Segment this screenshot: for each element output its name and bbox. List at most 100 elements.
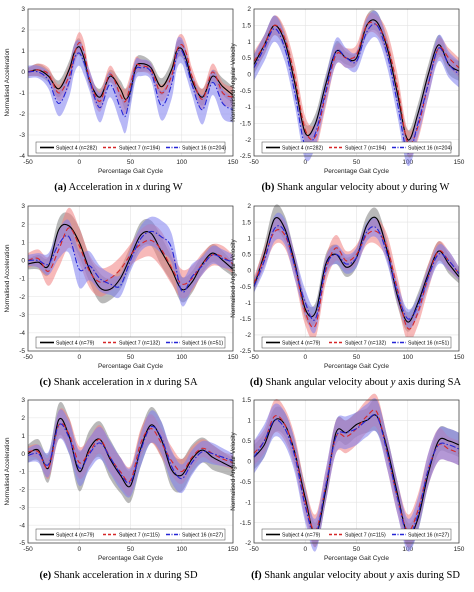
y-tick-label: 1 <box>21 433 25 440</box>
legend-label-1: Subject 4 (n=79) <box>282 532 320 538</box>
x-tick-label: 0 <box>303 354 307 361</box>
y-tick-label: 2 <box>247 203 251 210</box>
confidence-band-3 <box>254 398 459 552</box>
legend-label-3: Subject 16 (n=51) <box>182 340 223 346</box>
confidence-band-2 <box>254 12 459 158</box>
legend-box <box>261 528 452 541</box>
y-tick-label: 2 <box>21 415 25 422</box>
x-tick-label: -50 <box>249 354 259 361</box>
x-tick-label: 100 <box>176 546 187 553</box>
legend: Subject 4 (n=79) Subject 7 (n=132) Subject… <box>261 336 452 349</box>
caption-label: (a) <box>54 182 67 193</box>
legend-label-1: Subject 4 (n=79) <box>56 532 94 538</box>
y-tick-label: -2 <box>19 294 25 301</box>
caption-text: Shank angular velocity about <box>274 182 403 193</box>
series-line-3 <box>27 423 234 484</box>
chart-panel-5: -50 0 50 100 150 -5 -4 -3 -2 -1 0 1 2 3 Percentage Gai… <box>4 397 239 562</box>
y-tick-label: 0 <box>247 72 251 79</box>
legend: Subject 4 (n=282) Subject 7 (n=194) Subjec… <box>261 141 452 154</box>
caption-d: (d) Shank angular velocity about y axis … <box>237 377 474 388</box>
caption-text: during W <box>140 182 183 193</box>
y-tick-label: 1 <box>21 48 25 55</box>
legend-box <box>35 141 226 154</box>
x-tick-label: 100 <box>176 354 187 361</box>
y-tick-label: 0 <box>21 69 25 76</box>
x-tick-label: 50 <box>127 159 135 166</box>
x-axis-label: Percentage Gait Cycle <box>98 555 163 562</box>
caption-text: Acceleration in <box>66 182 136 193</box>
legend-label-2: Subject 7 (n=194) <box>119 145 160 151</box>
caption-text: Shank acceleration in <box>51 377 147 388</box>
y-tick-label: 3 <box>21 203 25 210</box>
caption-math: x <box>146 570 152 581</box>
series-line-2 <box>27 422 234 483</box>
y-tick-label: 0.5 <box>242 438 251 445</box>
y-tick-label: -1.5 <box>240 520 252 527</box>
y-tick-label: -2 <box>245 540 251 547</box>
confidence-band-3 <box>28 216 233 307</box>
y-tick-label: -1 <box>245 300 251 307</box>
x-axis-label: Percentage Gait Cycle <box>324 555 389 562</box>
caption-text: during SA <box>151 377 198 388</box>
axes-frame <box>253 399 460 544</box>
caption-math: y <box>402 182 408 193</box>
x-tick-label: 150 <box>454 546 465 553</box>
x-tick-label: 150 <box>454 354 465 361</box>
y-tick-label: 1.5 <box>242 397 251 404</box>
caption-b: (b) Shank angular velocity about y durin… <box>237 182 474 193</box>
y-axis-label: Normalised Angular Velocity <box>230 42 237 121</box>
y-tick-label: 0 <box>21 451 25 458</box>
legend-label-1: Subject 4 (n=79) <box>56 340 94 346</box>
series-line-3 <box>27 230 234 293</box>
series-line-3 <box>253 23 460 154</box>
x-tick-label: 100 <box>176 159 187 166</box>
axes-frame <box>253 205 460 352</box>
y-axis-label: Normalised Acceleration <box>4 437 11 505</box>
series-line-3 <box>253 413 460 536</box>
x-tick-label: 150 <box>228 546 239 553</box>
y-tick-label: -3 <box>19 312 25 319</box>
y-tick-label: -2.5 <box>240 348 252 355</box>
caption-label: (e) <box>39 570 52 581</box>
legend-label-2: Subject 7 (n=132) <box>119 340 160 346</box>
legend-label-2: Subject 7 (n=115) <box>345 532 386 538</box>
y-tick-label: -1.5 <box>240 316 252 323</box>
y-tick-label: -2 <box>19 111 25 118</box>
series-line-2 <box>27 42 234 103</box>
y-tick-label: 0 <box>247 268 251 275</box>
legend-box <box>35 528 226 541</box>
caption-math: y <box>390 377 396 388</box>
y-tick-label: 1 <box>21 239 25 246</box>
y-tick-label: -2 <box>245 137 251 144</box>
legend: Subject 4 (n=282) Subject 7 (n=194) Subjec… <box>35 141 226 154</box>
confidence-band-3 <box>254 10 459 167</box>
y-axis-label: Normalised Angular Velocity <box>230 238 237 317</box>
chart-panel-4: -50 0 50 100 150-2.5-2-1.5-1-0.500.511.52Per… <box>230 203 465 370</box>
caption-math: x <box>146 377 152 388</box>
caption-text: during SD <box>151 570 198 581</box>
chart-panel-1: -50 0 50 100 150 -4 -3 -2 -1 0 1 2 3 Percentage Gait … <box>4 6 239 175</box>
y-tick-label: -2.5 <box>240 153 252 160</box>
x-tick-label: 50 <box>127 354 135 361</box>
axes-frame <box>27 205 234 352</box>
y-tick-label: -5 <box>19 348 25 355</box>
legend-label-2: Subject 7 (n=132) <box>345 340 386 346</box>
series-line-3 <box>27 49 234 118</box>
legend: Subject 4 (n=79) Subject 7 (n=132) Subject… <box>35 336 226 349</box>
y-axis-label: Normalised Acceleration <box>4 244 11 312</box>
x-tick-label: 50 <box>127 546 135 553</box>
legend-label-2: Subject 7 (n=115) <box>119 532 160 538</box>
series-line-1 <box>27 417 234 488</box>
y-tick-label: -2 <box>245 332 251 339</box>
y-tick-label: 2 <box>247 6 251 13</box>
y-tick-label: 2 <box>21 27 25 34</box>
x-tick-label: 50 <box>353 546 361 553</box>
caption-a: (a) Acceleration in x during W <box>0 182 237 193</box>
x-tick-label: 50 <box>353 354 361 361</box>
y-tick-label: 0 <box>21 258 25 265</box>
y-tick-label: -1 <box>19 276 25 283</box>
legend: Subject 4 (n=79) Subject 7 (n=115) Subject… <box>35 528 226 541</box>
y-tick-label: -4 <box>19 153 25 160</box>
y-tick-label: 2 <box>21 221 25 228</box>
axes-frame <box>27 8 234 157</box>
